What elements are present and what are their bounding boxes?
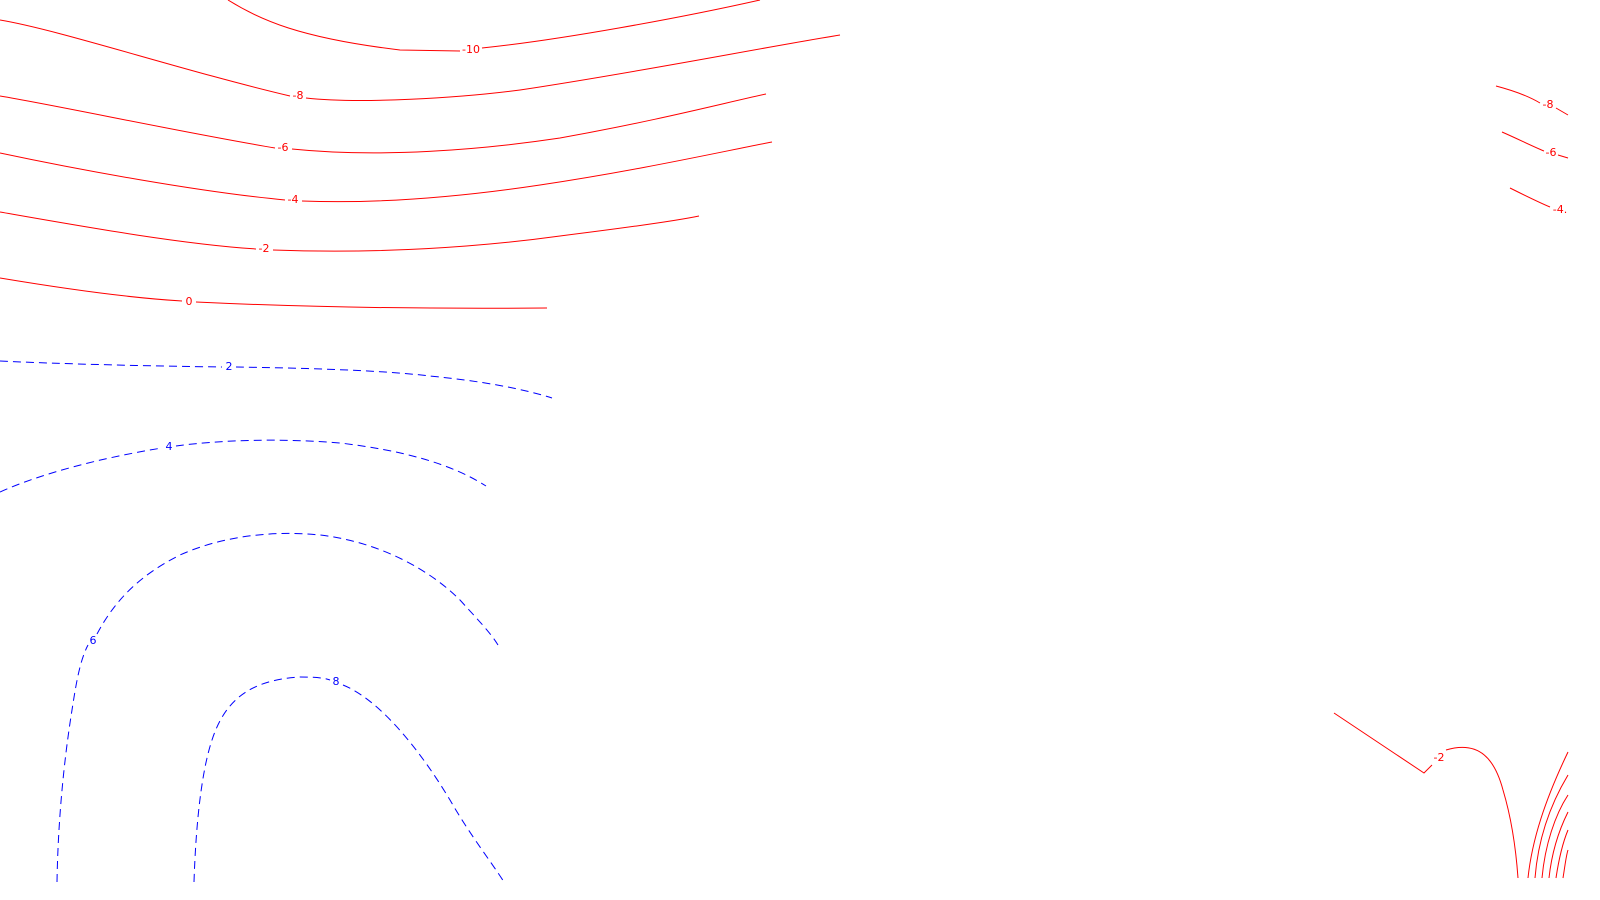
contour-line-cluster-5 <box>1555 829 1569 879</box>
contour-label-plus-6: 6 <box>90 634 97 647</box>
contour-line-right-minus-2 <box>1333 712 1519 879</box>
contour-label-minus-8: -8 <box>293 89 304 102</box>
contour-line-minus-10 <box>227 0 761 52</box>
contour-label-zero: 0 <box>186 295 193 308</box>
contour-line-minus-6 <box>0 93 767 154</box>
contour-label-minus-6: -6 <box>278 141 289 154</box>
contour-label-minus-10: -10 <box>462 43 480 56</box>
contour-label-right-minus-4: -4. <box>1553 203 1567 216</box>
contour-label-plus-4: 4 <box>166 440 173 453</box>
contour-line-cluster-3 <box>1541 794 1569 879</box>
contour-line-plus-2 <box>0 360 553 399</box>
contour-label-plus-2: 2 <box>226 360 233 373</box>
contour-label-right-minus-6: -6 <box>1546 146 1557 159</box>
contour-line-cluster-1 <box>1527 751 1569 879</box>
contour-label-right-minus-2: -2 <box>1434 751 1445 764</box>
contour-line-cluster-4 <box>1548 811 1569 879</box>
negative-contours <box>0 0 1569 879</box>
contour-line-minus-4 <box>0 141 773 203</box>
contour-line-plus-8 <box>193 676 505 883</box>
contour-line-minus-8 <box>0 19 841 101</box>
contour-line-cluster-2 <box>1534 774 1569 879</box>
contour-line-cluster-6 <box>1562 849 1569 879</box>
contour-labels: -10 -8 -6 -4 -2 0 2 4 6 8 -8 -6 -4. -2 <box>90 43 1568 764</box>
contour-line-right-minus-6 <box>1501 131 1569 159</box>
contour-label-right-minus-8: -8 <box>1543 98 1554 111</box>
contour-label-minus-2: -2 <box>259 242 270 255</box>
contour-label-plus-8: 8 <box>333 675 340 688</box>
contour-line-plus-4 <box>0 439 487 493</box>
contour-label-minus-4: -4 <box>288 193 299 206</box>
contour-line-zero <box>0 277 548 309</box>
contour-line-right-minus-4 <box>1509 187 1551 208</box>
contour-line-plus-6 <box>56 532 499 883</box>
contour-line-right-minus-8 <box>1495 85 1569 116</box>
positive-contours <box>0 360 553 883</box>
contour-line-minus-2 <box>0 211 700 252</box>
